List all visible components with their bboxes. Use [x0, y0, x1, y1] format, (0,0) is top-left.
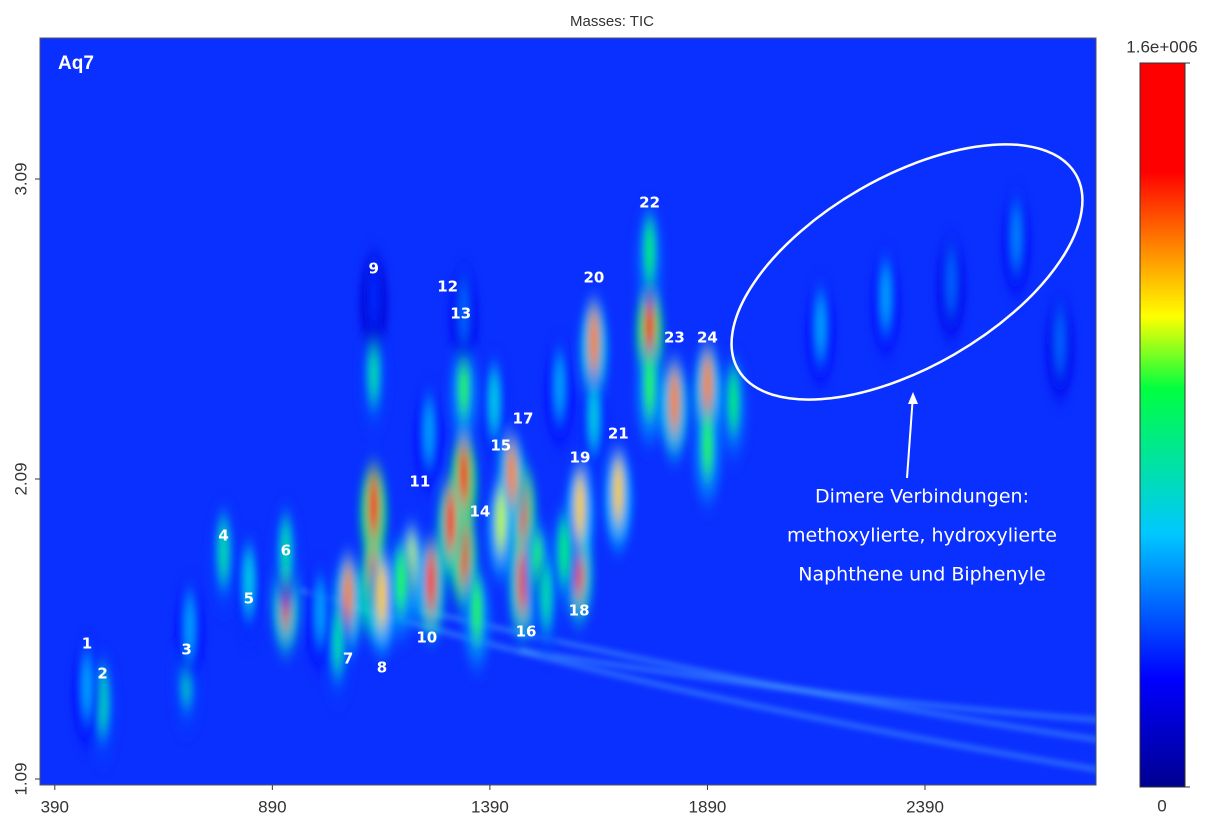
colorbar-label: 0 [1157, 796, 1166, 815]
spot-core [588, 384, 599, 448]
peak-label: 19 [570, 449, 591, 467]
peak-label: 17 [513, 410, 534, 428]
spot-core [489, 369, 500, 433]
spot-core [946, 249, 957, 313]
peak-label: 8 [377, 659, 387, 677]
peak-label: 21 [608, 425, 629, 443]
x-tick-label: 890 [258, 797, 286, 816]
peak-label: 10 [416, 629, 437, 647]
spot-core [81, 654, 92, 718]
spot-core [315, 579, 326, 643]
peak-label: 7 [343, 650, 353, 668]
spot-core [376, 564, 387, 628]
peak-label: 24 [697, 329, 718, 347]
x-tick-label: 1890 [689, 797, 727, 816]
spot-core [243, 549, 254, 613]
x-tick-label: 390 [41, 797, 69, 816]
spot-core [458, 444, 469, 508]
spot-core [368, 474, 379, 538]
spot-core [644, 219, 655, 283]
peak-label: 18 [569, 602, 590, 620]
spot-core [395, 549, 406, 613]
spot-core [728, 369, 739, 433]
peak-label: 2 [97, 665, 107, 683]
spot-core [280, 519, 291, 583]
y-tick-label: 2.09 [11, 462, 30, 495]
chart-title: Masses: TIC [570, 13, 654, 30]
x-tick-label: 2390 [906, 797, 944, 816]
sample-label: Aq7 [58, 53, 94, 74]
spot-core [574, 474, 585, 538]
spot-core [1054, 309, 1065, 373]
peak-label: 13 [450, 305, 471, 323]
plot-frame [39, 37, 1097, 786]
peak-label: 11 [409, 473, 430, 491]
spot-core [426, 549, 437, 613]
spot-core [368, 264, 379, 328]
region-arrow [906, 394, 914, 479]
colorbar-label: 1.6e+006 [1126, 37, 1197, 56]
heat-spots [72, 196, 1074, 757]
spot-core [554, 354, 565, 418]
peak-label: 9 [369, 260, 379, 278]
peak-label: 20 [583, 269, 604, 287]
peak-label: 1 [82, 635, 92, 653]
plot-area [72, 196, 1096, 772]
note-line: methoxylierte, hydroxylierte [787, 525, 1057, 547]
spot-core [332, 609, 343, 673]
spot-core [458, 279, 469, 343]
y-tick-label: 3.09 [11, 162, 30, 195]
peak-label: 6 [281, 542, 291, 560]
spot-core [471, 579, 482, 643]
spot-core [184, 594, 195, 658]
x-tick-label: 1390 [471, 797, 509, 816]
peak-label: 3 [181, 641, 191, 659]
spot-core [218, 519, 229, 583]
spot-core [423, 399, 434, 463]
arc [519, 647, 1096, 723]
spot-core [815, 294, 826, 358]
spot-core [458, 354, 469, 418]
peak-label: 22 [639, 194, 660, 212]
spot-core [880, 264, 891, 328]
colorbar [1139, 62, 1186, 788]
spot-core [669, 369, 680, 433]
peak-label: 23 [664, 329, 685, 347]
spot-core [541, 564, 552, 628]
peak-label: 5 [244, 590, 254, 608]
axes: 0 1.6e+006 390 890 1390 1890 2390 1.09 2.09 3.09 [11, 37, 1197, 816]
y-tick-label: 1.09 [11, 762, 30, 795]
peak-label: 4 [218, 527, 228, 545]
region-note: Dimere Verbindungen: methoxylierte, hydro… [787, 486, 1057, 586]
spot-core [495, 489, 506, 553]
arrow-head [908, 392, 918, 404]
spot-core [588, 309, 599, 373]
region-ellipse [730, 143, 1084, 401]
peak-label: 16 [516, 623, 537, 641]
peak-label: 14 [469, 503, 490, 521]
spot-core [644, 294, 655, 358]
spot-core [702, 414, 713, 478]
note-line: Dimere Verbindungen: [815, 486, 1029, 508]
spot-core [702, 354, 713, 418]
peak-label: 12 [437, 278, 458, 296]
spot-core [613, 459, 624, 523]
spot-core [558, 519, 569, 583]
spot-core [445, 489, 456, 553]
note-line: Naphthene und Biphenyle [798, 564, 1045, 586]
peak-label: 15 [490, 437, 511, 455]
spot-core [644, 354, 655, 418]
spot-core [368, 339, 379, 403]
spot-core [1011, 204, 1022, 268]
